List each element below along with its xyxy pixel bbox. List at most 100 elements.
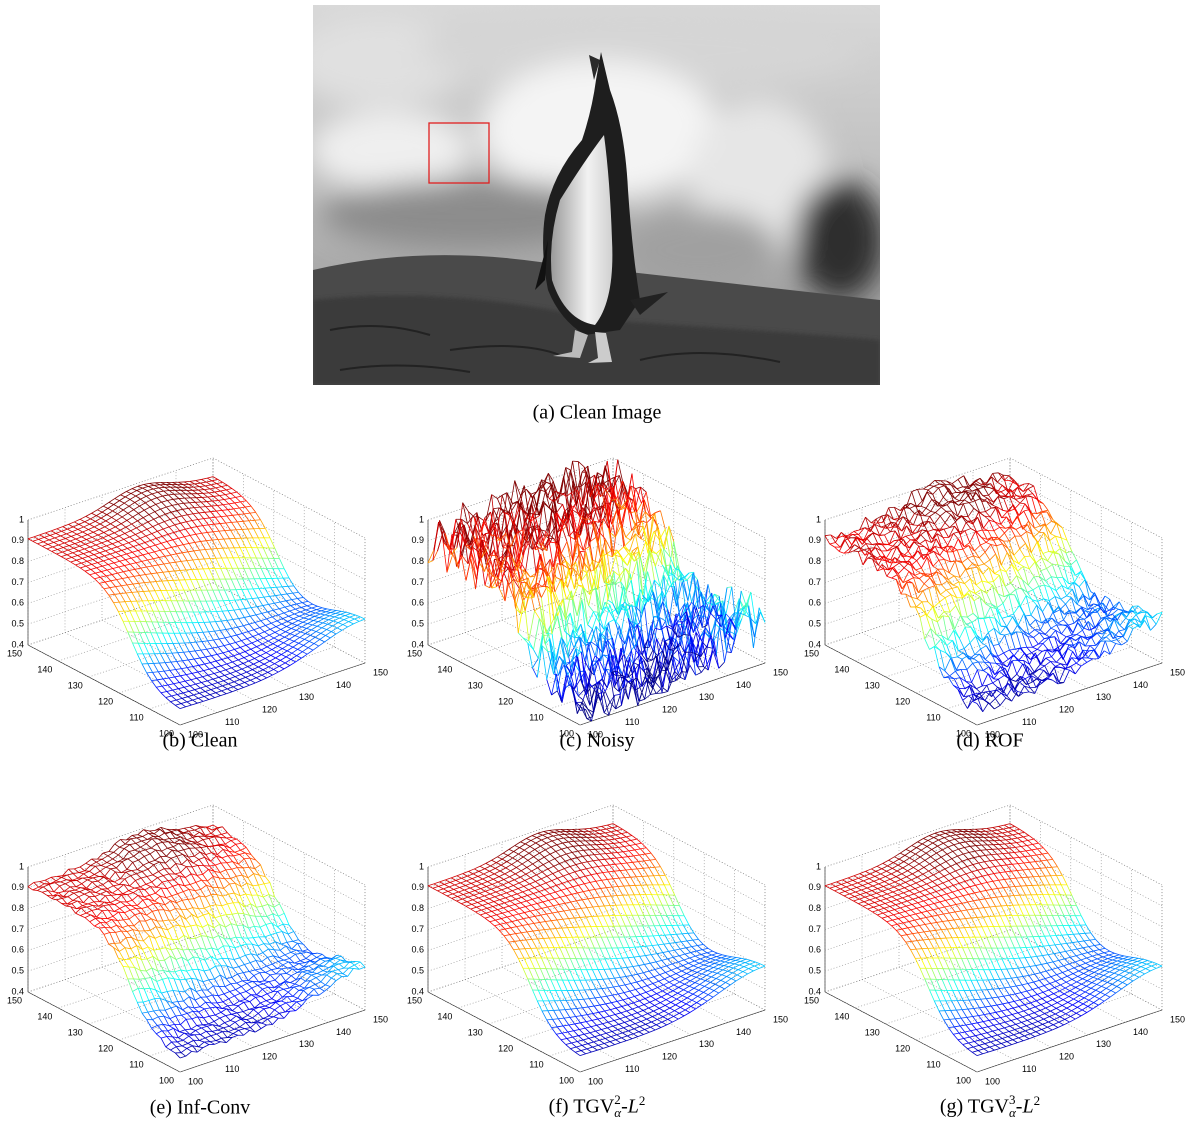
mesh-segment: [625, 540, 631, 546]
mesh-segment: [170, 518, 176, 520]
mesh-segment: [163, 679, 168, 685]
mesh-segment: [186, 520, 192, 521]
z-tick-label: 0.7: [11, 577, 24, 587]
mesh-segment: [222, 691, 227, 694]
mesh-segment: [93, 532, 98, 535]
mesh-segment: [316, 628, 322, 632]
mesh-segment: [131, 531, 136, 535]
mesh-segment: [184, 537, 189, 544]
mesh-segment: [155, 654, 160, 663]
mesh-segment: [237, 663, 243, 665]
mesh-segment: [67, 555, 72, 558]
mesh-segment: [235, 647, 241, 649]
mesh-segment: [268, 669, 274, 672]
mesh-segment: [204, 696, 209, 699]
mesh-segment: [538, 587, 543, 588]
mesh-segment: [42, 546, 47, 549]
mesh-segment: [80, 566, 86, 568]
mesh-segment: [328, 624, 333, 626]
mesh-segment: [117, 547, 122, 550]
mesh-segment: [270, 658, 276, 661]
mesh-segment: [230, 499, 235, 503]
mesh-segment: [337, 625, 343, 628]
mesh-segment: [192, 672, 198, 673]
mesh-segment: [618, 547, 624, 552]
mesh-segment: [187, 515, 192, 521]
mesh-segment: [170, 562, 176, 563]
mesh-segment: [288, 619, 294, 622]
mesh-segment: [208, 525, 213, 532]
mesh-segment: [253, 538, 258, 548]
mesh-segment: [96, 572, 102, 574]
mesh-segment: [213, 531, 219, 532]
mesh-segment: [142, 491, 148, 493]
mesh-segment: [91, 519, 96, 522]
mesh-segment: [251, 675, 256, 678]
mesh-segment: [225, 638, 230, 644]
mesh-segment: [193, 698, 199, 700]
mesh-segment: [103, 561, 108, 565]
mesh-segment: [163, 572, 169, 573]
mesh-segment: [288, 586, 293, 593]
mesh-segment: [206, 506, 212, 507]
mesh-segment: [270, 627, 276, 630]
mesh-segment: [884, 532, 890, 535]
y-tick-label: 120: [98, 696, 113, 706]
mesh-segment: [190, 535, 195, 542]
mesh-segment: [179, 537, 185, 538]
mesh-segment: [569, 536, 575, 539]
mesh-segment: [967, 663, 973, 669]
mesh-segment: [196, 479, 202, 480]
mesh-segment: [130, 537, 135, 541]
mesh-segment: [983, 671, 988, 674]
mesh-segment: [256, 675, 262, 678]
mesh-segment: [213, 501, 218, 505]
mesh-segment: [166, 653, 171, 662]
mesh-segment: [156, 538, 161, 543]
x-tick-label: 120: [1059, 705, 1074, 715]
mesh-segment: [130, 534, 136, 536]
mesh-segment: [267, 569, 272, 579]
mesh-segment: [158, 672, 163, 679]
mesh-segment: [123, 510, 128, 513]
mesh-segment: [927, 607, 933, 616]
mesh-segment: [156, 504, 161, 509]
mesh-segment: [561, 542, 567, 554]
mesh-segment: [165, 487, 170, 490]
mesh-segment: [255, 621, 261, 623]
mesh-segment: [214, 630, 220, 631]
mesh-segment: [935, 586, 940, 602]
z-tick-label: 1: [419, 514, 424, 524]
mesh-segment: [945, 658, 951, 671]
mesh-segment: [99, 582, 105, 583]
mesh-segment: [261, 647, 267, 650]
mesh-segment: [178, 504, 183, 509]
mesh-segment: [249, 683, 255, 685]
mesh-segment: [285, 659, 291, 663]
mesh-segment: [534, 650, 539, 659]
mesh-segment: [322, 628, 327, 630]
mesh-segment: [176, 518, 181, 524]
mesh-segment: [127, 554, 132, 558]
mesh-segment: [560, 605, 565, 631]
mesh-segment: [232, 628, 237, 635]
mesh-segment: [199, 512, 205, 513]
mesh-segment: [242, 496, 247, 501]
mesh-segment: [144, 583, 149, 591]
mesh-segment: [175, 523, 181, 525]
mesh-segment: [280, 635, 285, 637]
mesh-segment: [153, 527, 158, 532]
mesh-segment: [210, 559, 215, 569]
mesh-segment: [232, 568, 237, 579]
mesh-segment: [296, 603, 302, 604]
mesh-segment: [246, 675, 252, 677]
mesh-segment: [138, 513, 143, 517]
mesh-segment: [244, 513, 250, 514]
mesh-segment: [53, 545, 59, 547]
mesh-segment: [53, 547, 58, 550]
mesh-segment: [199, 513, 204, 519]
mesh-segment: [913, 546, 919, 558]
mesh-segment: [322, 608, 327, 609]
mesh-segment: [82, 558, 87, 561]
mesh-segment: [261, 619, 267, 621]
